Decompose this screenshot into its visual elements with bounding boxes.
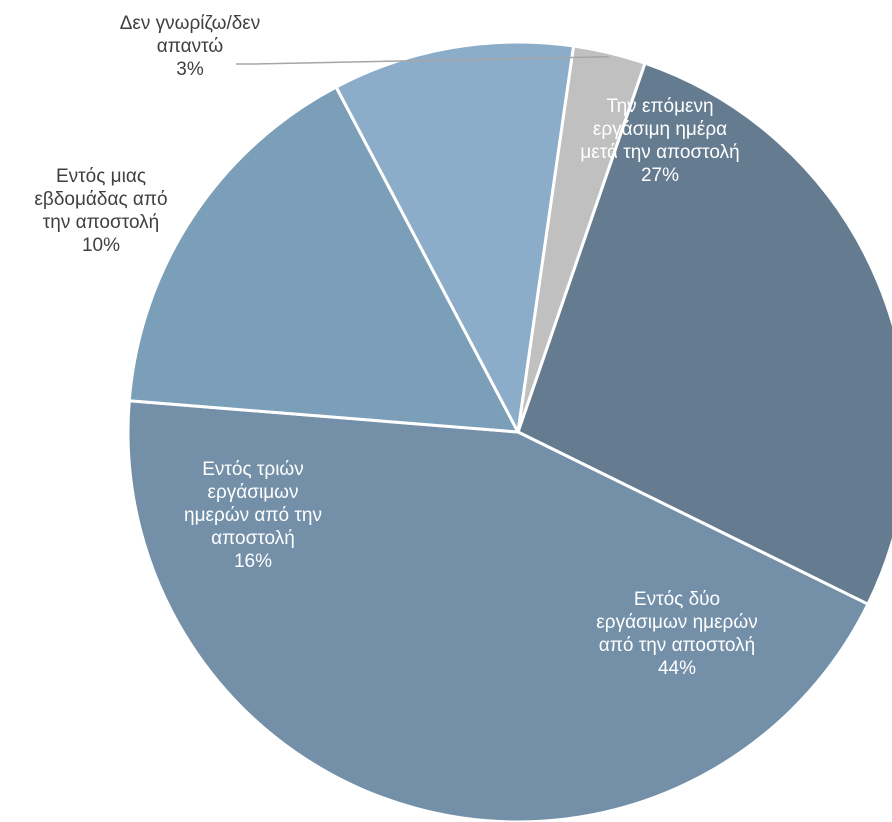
data-labels: Την επόμενη εργάσιμη ημέρα μετά την αποστο… — [34, 13, 757, 679]
pie-slice-5 — [516, 44, 647, 434]
data-label-text: ημερών από την — [184, 505, 322, 526]
data-label-text: Την επόμενη — [606, 96, 713, 117]
data-label-text: εργάσιμων — [208, 482, 299, 503]
pie-slice-2 — [126, 399, 870, 822]
pie-slice-3 — [127, 85, 520, 434]
data-label-value: 44% — [658, 658, 696, 679]
data-label-value: 10% — [82, 235, 120, 256]
data-label-text: Δεν γνωρίζω/δεν — [120, 13, 261, 34]
leader-line — [236, 56, 609, 65]
data-label-3: Εντός τριών εργάσιμων ημερών από την αποστο… — [184, 459, 322, 572]
data-label-text: Εντός μιας — [56, 166, 146, 187]
data-label-5: Δεν γνωρίζω/δεν απαντώ 3% — [120, 13, 261, 80]
data-label-text: μετά την αποστολή — [580, 142, 739, 163]
data-label-text: απαντώ — [157, 36, 224, 57]
data-label-text: από την αποστολή — [599, 635, 755, 656]
data-label-value: 3% — [176, 59, 204, 80]
data-label-2: Εντός δύο εργάσιμων ημερών από την αποστολ… — [596, 589, 757, 679]
data-label-text: Εντός δύο — [634, 589, 720, 610]
data-label-text: αποστολή — [211, 528, 295, 549]
data-label-text: εργάσιμων ημερών — [596, 612, 757, 633]
data-label-text: εβδομάδας από — [34, 189, 167, 210]
data-label-4: Εντός μιας εβδομάδας από την αποστολή 10% — [34, 166, 167, 256]
data-label-1: Την επόμενη εργάσιμη ημέρα μετά την αποστο… — [580, 96, 739, 186]
data-label-text: Εντός τριών — [202, 459, 304, 480]
data-label-value: 27% — [641, 165, 679, 186]
data-label-text: την αποστολή — [43, 212, 159, 233]
pie-slice-4 — [334, 40, 576, 434]
pie-slice-1 — [516, 61, 892, 606]
data-label-text: εργάσιμη ημέρα — [593, 119, 727, 140]
data-label-value: 16% — [234, 551, 272, 572]
pie-slices — [126, 40, 892, 822]
